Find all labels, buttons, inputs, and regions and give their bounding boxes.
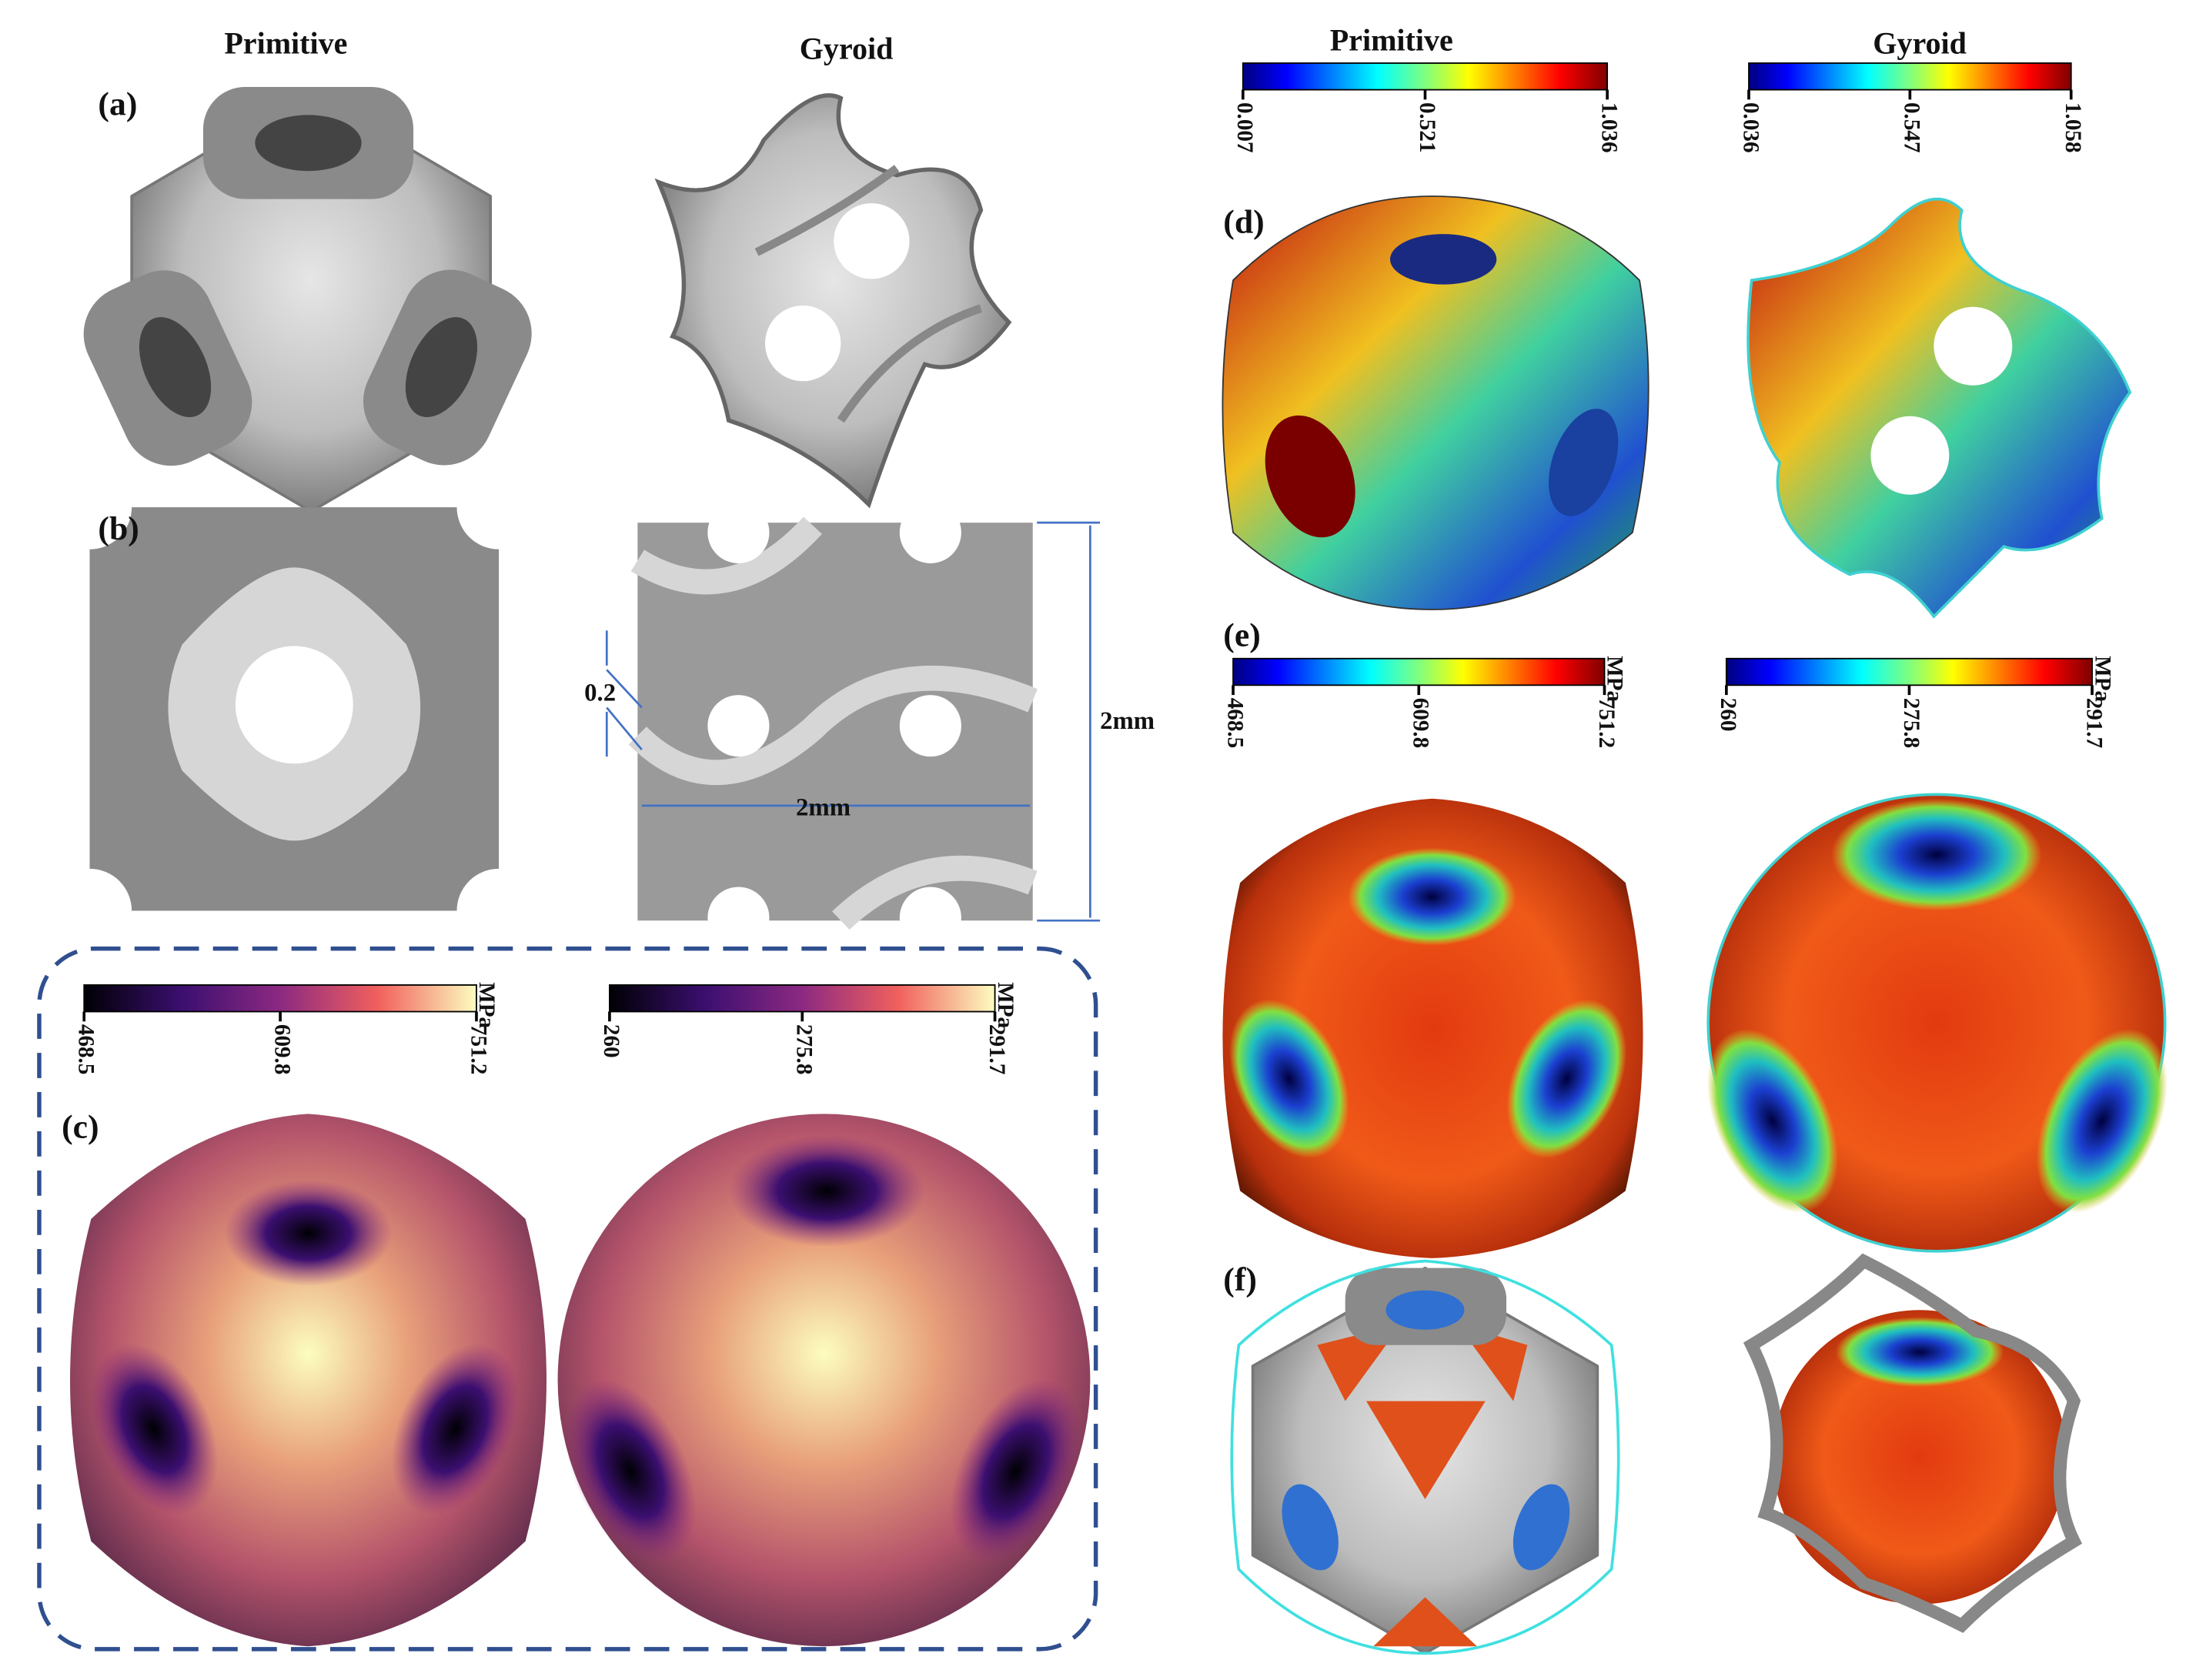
primitive-unit-cell <box>83 86 532 513</box>
dimension-lines <box>605 521 1101 922</box>
colorbar-tick-label: 275.8 <box>792 1024 817 1075</box>
dimension-label: 2mm <box>796 794 851 822</box>
column-header: Primitive <box>224 25 347 60</box>
dashed-frame <box>37 946 1098 1652</box>
colorbar-unit: MPa <box>993 982 1018 1028</box>
colorbar-tick-label: 291.7 <box>984 1024 1009 1075</box>
panel-label: (a) <box>98 85 137 122</box>
gyroid-unit-cell <box>654 93 1012 509</box>
colorbar-tick-label: 291.7 <box>2081 698 2106 749</box>
colorbar-tick-label: 260 <box>599 1024 623 1058</box>
colorbar <box>609 984 996 1013</box>
primitive-displacement-mesh <box>1222 195 1650 610</box>
panel-label: (c) <box>62 1108 99 1145</box>
gyroid-cross-section <box>628 501 1038 949</box>
primitive-stress-map-magma <box>70 1114 547 1647</box>
colorbar <box>1748 62 2072 91</box>
colorbar-unit: MPa <box>474 982 499 1028</box>
colorbar <box>1232 657 1606 686</box>
gyroid-stress-map-jet <box>1706 793 2168 1253</box>
colorbar-tick-label: 609.8 <box>269 1024 294 1075</box>
colorbar-tick-label: 0.521 <box>1415 102 1439 153</box>
panel-label: (e) <box>1223 616 1261 653</box>
gyroid-stress-map-magma <box>557 1114 1091 1647</box>
colorbar-tick-label: 0.036 <box>1738 102 1763 153</box>
colorbar-tick-label: 275.8 <box>1899 698 1924 749</box>
column-header: Gyroid <box>1873 25 1967 60</box>
colorbar-tick-label: 260 <box>1716 698 1740 732</box>
dimension-label: 0.2 <box>584 679 616 706</box>
colorbar <box>1242 62 1609 91</box>
colorbar-unit: MPa <box>2090 656 2114 702</box>
colorbar <box>83 984 477 1013</box>
column-header: Gyroid <box>800 32 894 66</box>
primitive-cross-section <box>47 465 541 954</box>
colorbar-tick-label: 468.5 <box>74 1024 99 1075</box>
panel-label: (b) <box>98 510 139 547</box>
colorbar <box>1725 657 2093 686</box>
colorbar-tick-label: 751.2 <box>466 1024 490 1075</box>
colorbar-tick-label: 1.036 <box>1596 102 1621 153</box>
panel-label: (f) <box>1223 1261 1257 1298</box>
gyroid-displacement-mesh <box>1746 197 2132 619</box>
primitive-overlay <box>1230 1259 1620 1655</box>
colorbar-tick-label: 751.2 <box>1594 698 1619 749</box>
column-header: Primitive <box>1330 23 1453 58</box>
colorbar-tick-label: 0.007 <box>1232 102 1257 153</box>
colorbar-unit: MPa <box>1603 656 1627 702</box>
primitive-stress-map-jet <box>1222 798 1643 1258</box>
panel-label: (d) <box>1223 203 1264 240</box>
colorbar-tick-label: 468.5 <box>1222 698 1247 749</box>
colorbar-tick-label: 609.8 <box>1409 698 1433 749</box>
dimension-label: 2mm <box>1100 707 1155 735</box>
gyroid-overlay <box>1743 1253 2083 1633</box>
colorbar-tick-label: 0.547 <box>1900 102 1924 153</box>
colorbar-tick-label: 1.058 <box>2061 102 2085 153</box>
